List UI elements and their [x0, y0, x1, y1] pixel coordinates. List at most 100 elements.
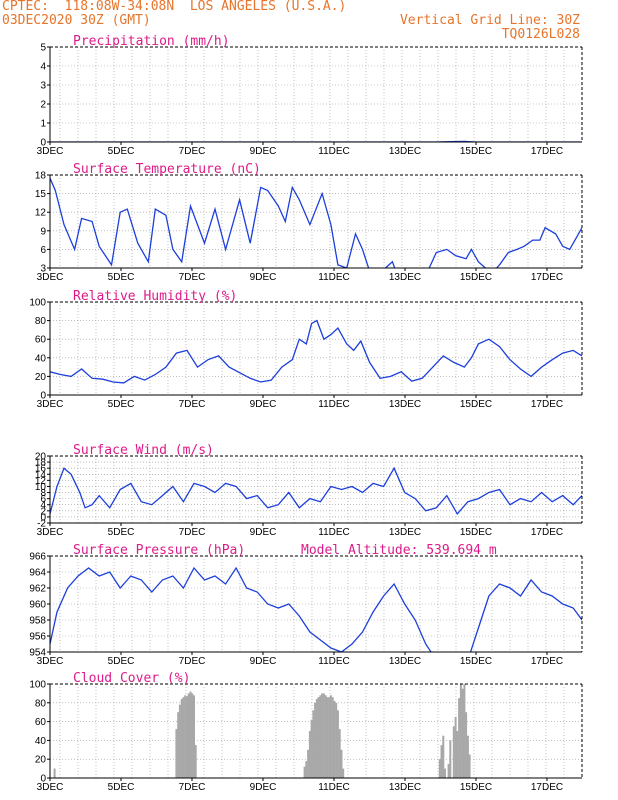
x-tick-label: 15DEC [460, 399, 492, 410]
y-tick-label: 958 [29, 616, 46, 627]
x-tick-label: 5DEC [108, 656, 135, 667]
cloud-bar [194, 745, 197, 778]
cloud-bar [317, 697, 320, 778]
cloud-bar [329, 695, 332, 778]
x-tick-label: 7DEC [179, 782, 206, 793]
x-tick-label: 5DEC [108, 272, 135, 283]
y-tick-label: 10 [35, 482, 47, 493]
cloud-bar [456, 731, 459, 778]
panel-0: 0 1 2 3 4 5 3DEC 5DEC 7DEC 9DEC 11DEC 13DEC 15DEC 17D… [37, 34, 583, 157]
cloud-bar [331, 697, 334, 778]
x-tick-label: 7DEC [179, 272, 206, 283]
cloud-bar [449, 740, 452, 778]
panel-title: Relative Humidity (%) [73, 289, 237, 304]
cloud-bar [314, 702, 317, 778]
location-line: CPTEC: 118:08W-34:08N LOS ANGELES (U.S.A… [2, 0, 347, 14]
cloud-bar [178, 704, 181, 778]
y-tick-label: 6 [40, 245, 46, 256]
cloud-bar [322, 693, 325, 778]
y-tick-label: 20 [35, 452, 47, 463]
y-tick-label: 12 [35, 208, 47, 219]
y-tick-label: 1 [40, 119, 46, 130]
cloud-bar [187, 693, 190, 778]
y-tick-label: 100 [29, 298, 46, 309]
x-tick-label: 7DEC [179, 656, 206, 667]
y-tick-label: 966 [29, 552, 46, 563]
y-tick-label: 4 [40, 62, 46, 73]
x-tick-label: 7DEC [179, 399, 206, 410]
panel-title: Precipitation (mm/h) [73, 34, 230, 49]
y-tick-label: 15 [35, 189, 47, 200]
x-tick-label: 3DEC [37, 656, 64, 667]
y-tick-label: 964 [29, 568, 46, 579]
x-tick-label: 17DEC [531, 272, 563, 283]
y-tick-label: 8 [40, 488, 46, 499]
cloud-bar [191, 693, 194, 778]
y-tick-label: 20 [35, 372, 47, 383]
cloud-bar [333, 700, 336, 778]
y-tick-label: 60 [35, 717, 47, 728]
x-tick-label: 11DEC [318, 656, 350, 667]
y-tick-label: 956 [29, 632, 46, 643]
cloud-bar [326, 697, 329, 778]
x-tick-label: 7DEC [179, 146, 206, 157]
x-tick-label: 17DEC [531, 399, 563, 410]
panel-2: 0 20 40 60 80 100 3DEC 5DEC 7DEC 9DEC 11DEC 13DEC 15… [29, 289, 583, 410]
cloud-bar [340, 749, 343, 778]
x-tick-label: 13DEC [389, 146, 421, 157]
cloud-bar [335, 702, 338, 778]
y-tick-label: 60 [35, 335, 47, 346]
y-tick-label: 2 [40, 506, 46, 517]
y-tick-label: 0 [40, 512, 46, 523]
x-tick-label: 17DEC [531, 146, 563, 157]
panel-4: 954 956 958 960 962 964 966 3DEC 5DEC 7DEC 9DEC 11D… [29, 543, 583, 667]
y-tick-label: 9 [40, 226, 46, 237]
cloud-bar [324, 695, 327, 778]
cloud-bar [454, 716, 457, 778]
series-line [50, 566, 582, 652]
cloud-bar [459, 684, 462, 778]
x-tick-label: 11DEC [318, 272, 350, 283]
cloud-bar [180, 699, 183, 778]
y-tick-label: 80 [35, 698, 47, 709]
y-tick-label: 18 [35, 171, 47, 182]
x-tick-label: 9DEC [250, 527, 277, 538]
x-tick-label: 15DEC [460, 272, 492, 283]
grid-line-label: Vertical Grid Line: 30Z [399, 13, 580, 28]
cloud-bar [305, 761, 308, 778]
x-tick-label: 9DEC [250, 399, 277, 410]
x-tick-label: 5DEC [108, 782, 135, 793]
cloud-bar [444, 768, 446, 778]
y-tick-label: 14 [35, 470, 47, 481]
panel-1: 3 6 9 12 15 18 3DEC 5DEC 7DEC 9DEC 11DEC 13DEC 15DEC… [35, 162, 583, 283]
cloud-bar [442, 735, 445, 778]
y-tick-label: -2 [37, 519, 46, 530]
cloud-bar [177, 712, 180, 778]
series-line [50, 319, 582, 384]
x-tick-label: 11DEC [318, 527, 350, 538]
y-tick-label: 0 [40, 138, 46, 149]
cloud-bar [307, 749, 310, 778]
x-tick-label: 17DEC [531, 782, 563, 793]
y-tick-label: 960 [29, 600, 46, 611]
y-tick-label: 18 [35, 458, 47, 469]
cloud-bar [440, 745, 443, 778]
panel-annotation: Model Altitude: 539.694 m [301, 543, 497, 558]
cloud-bar [465, 712, 468, 778]
cloud-bar [193, 695, 195, 778]
cloud-bar [315, 699, 318, 778]
cloud-bar [308, 731, 311, 778]
y-tick-label: 16 [35, 464, 47, 475]
cloud-bar [447, 763, 450, 778]
y-tick-label: 3 [40, 81, 46, 92]
x-tick-label: 17DEC [531, 527, 563, 538]
cloud-bar [319, 695, 322, 778]
series-line [50, 466, 582, 516]
cloud-bar [184, 695, 187, 778]
y-tick-label: 954 [29, 648, 46, 659]
cloud-bar [338, 729, 341, 778]
cloud-bar [303, 766, 306, 778]
x-tick-label: 5DEC [108, 527, 135, 538]
cloud-bar [438, 759, 441, 778]
